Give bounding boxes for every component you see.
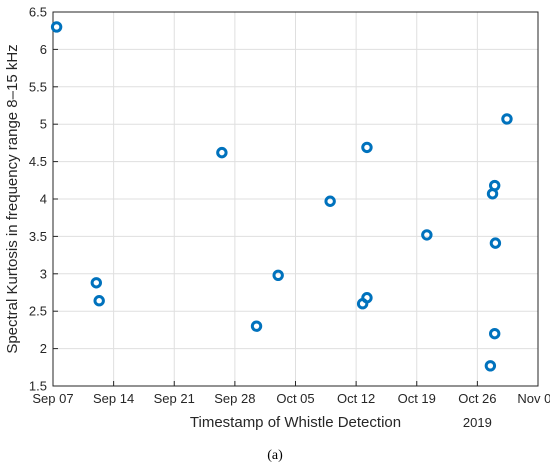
- data-point: [489, 237, 502, 249]
- data-point: [324, 195, 336, 207]
- y-tick-label: 4.5: [29, 154, 47, 169]
- figure-caption: (a): [267, 448, 283, 463]
- x-tick-label: Nov 02: [517, 391, 550, 406]
- x-axis: Sep 07 Sep 14 Sep 21 Sep 28 Oct 05 Oct 12 Oct …: [32, 381, 550, 406]
- grid: [52, 11, 539, 387]
- data-point: [484, 360, 497, 372]
- data-point: [421, 229, 433, 241]
- x-tick-label: Oct 26: [458, 391, 496, 406]
- data-point: [250, 320, 263, 332]
- y-tick-label: 3: [40, 266, 47, 281]
- data-point: [488, 179, 501, 192]
- x-tick-label: Oct 12: [337, 391, 375, 406]
- x-tick-label: Sep 21: [154, 391, 195, 406]
- data-point: [488, 327, 501, 340]
- x-tick-label: Oct 05: [276, 391, 314, 406]
- y-tick-label: 2: [40, 341, 47, 356]
- data-point: [501, 113, 513, 125]
- data-point: [93, 295, 105, 307]
- data-point: [50, 21, 63, 33]
- data-points: [50, 21, 513, 372]
- y-tick-label: 5: [40, 117, 47, 132]
- y-tick-label: 2.5: [29, 304, 47, 319]
- data-point: [272, 269, 284, 281]
- y-axis-label: Spectral Kurtosis in frequency range 8–1…: [4, 44, 21, 353]
- x-tick-label: Sep 14: [93, 391, 134, 406]
- y-tick-label: 6: [40, 42, 47, 57]
- data-point: [90, 277, 103, 289]
- y-tick-label: 6.5: [29, 5, 47, 20]
- y-axis: 1.5 2 2.5 3 3.5 4 4.5 5 5.5 6 6.5: [29, 5, 58, 394]
- y-tick-label: 3.5: [29, 229, 47, 244]
- y-tick-label: 4: [40, 192, 47, 207]
- x-tick-label: Oct 19: [398, 391, 436, 406]
- x-axis-label: Timestamp of Whistle Detection: [190, 414, 401, 431]
- x-tick-label: Sep 28: [214, 391, 255, 406]
- data-point: [216, 146, 228, 159]
- x-tick-label: Sep 07: [32, 391, 73, 406]
- y-tick-label: 5.5: [29, 79, 47, 94]
- x-axis-year-label: 2019: [463, 415, 492, 430]
- data-point: [361, 141, 373, 154]
- y-tick-label: 1.5: [29, 379, 47, 394]
- data-point: [361, 292, 373, 304]
